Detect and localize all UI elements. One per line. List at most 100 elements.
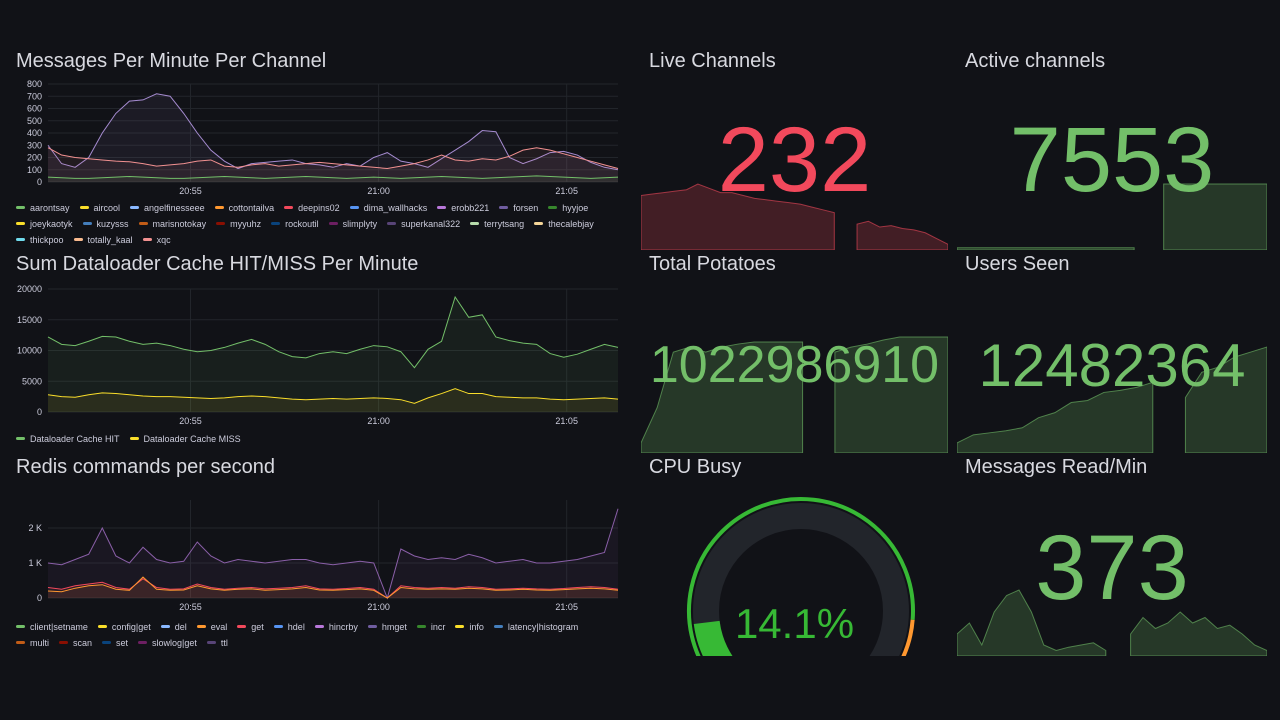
legend-item[interactable]: angelfinesseee (130, 202, 205, 213)
legend-swatch (271, 222, 281, 225)
legend-item[interactable]: hincrby (314, 621, 358, 632)
legend-item[interactable]: scan (59, 637, 92, 648)
series-area (48, 296, 618, 412)
y-tick-label: 5000 (22, 376, 42, 386)
x-tick-label: 21:05 (555, 416, 578, 426)
legend-item[interactable]: hdel (273, 621, 305, 632)
y-tick-label: 0 (37, 177, 42, 187)
legend-item[interactable]: eval (196, 621, 227, 632)
active-channels-panel: Active channels 7553 (957, 50, 1267, 250)
cpu-gauge (687, 497, 915, 656)
legend-swatch (73, 238, 83, 241)
legend-label: hmget (381, 621, 407, 632)
chart-legend: aarontsay aircool angelfinesseee cottontail… (16, 202, 616, 245)
legend-item[interactable]: dima_wallhacks (349, 202, 428, 213)
y-tick-label: 1 K (28, 558, 42, 568)
legend-item[interactable]: slimplyty (328, 218, 377, 229)
legend-swatch (273, 625, 283, 628)
sparkline-area (1184, 346, 1267, 453)
stat-value: 12482364 (978, 332, 1246, 399)
legend-item[interactable]: client|setname (16, 621, 88, 632)
cpu-busy-panel: CPU Busy 14.1% (641, 456, 948, 656)
legend-item[interactable]: xqc (142, 234, 171, 245)
legend-item[interactable]: thecalebjay (534, 218, 594, 229)
legend-label: totally_kaal (87, 234, 133, 245)
y-tick-label: 800 (27, 80, 42, 89)
legend-item[interactable]: info (455, 621, 484, 632)
legend-label: dima_wallhacks (363, 202, 428, 213)
x-tick-label: 20:55 (179, 186, 202, 196)
sparkline (641, 336, 948, 453)
legend-item[interactable]: totally_kaal (73, 234, 133, 245)
redis-panel: Redis commands per second 2 K 1 K 0 20:55 21… (8, 456, 633, 656)
legend-label: hyyjoe (562, 202, 589, 213)
gauge-track (693, 503, 909, 656)
cache-chart[interactable]: 20000 15000 10000 5000 0 20:55 21:00 21:05 (8, 285, 633, 430)
y-tick-label: 700 (27, 91, 42, 101)
legend-label: get (251, 621, 264, 632)
legend-item[interactable]: del (160, 621, 187, 632)
legend-label: terrytsang (484, 218, 525, 229)
legend-item[interactable]: forsen (499, 202, 538, 213)
legend-item[interactable]: hyyjoe (548, 202, 588, 213)
legend-item[interactable]: latency|histogram (493, 621, 578, 632)
legend-swatch (138, 641, 148, 644)
legend-swatch (16, 238, 25, 241)
legend-swatch (16, 206, 25, 209)
legend-item[interactable]: superkanal322 (387, 218, 460, 229)
legend-item[interactable]: config|get (97, 621, 151, 632)
legend-label: superkanal322 (401, 218, 461, 229)
legend-item[interactable]: incr (416, 621, 446, 632)
legend-label: kuzysss (96, 218, 129, 229)
sparkline-area (957, 589, 1107, 656)
legend-label: incr (430, 621, 446, 632)
sparkline (641, 183, 948, 250)
panel-title: Total Potatoes (649, 253, 776, 275)
messages-chart[interactable]: 800 700 600 500 400 300 200 100 0 20:55 21:00 21:05 (8, 80, 633, 200)
legend-item[interactable]: erobb221 (437, 202, 489, 213)
legend-item[interactable]: myyuhz (216, 218, 261, 229)
legend-item[interactable]: aircool (79, 202, 120, 213)
sparkline (957, 183, 1267, 250)
legend-item[interactable]: terrytsang (470, 218, 524, 229)
legend-item[interactable]: Dataloader Cache HIT (16, 433, 120, 444)
legend-item[interactable]: cottontailva (214, 202, 274, 213)
legend-item[interactable]: kuzysss (82, 218, 129, 229)
legend-item[interactable]: joeykaotyk (16, 218, 73, 229)
legend-item[interactable]: set (102, 637, 128, 648)
redis-chart[interactable]: 2 K 1 K 0 20:55 21:00 21:05 (8, 496, 633, 616)
legend-item[interactable]: marisnotokay (138, 218, 206, 229)
legend-swatch (387, 222, 397, 225)
panel-title: CPU Busy (649, 456, 742, 478)
series-line (47, 93, 619, 171)
legend-item[interactable]: slowlog|get (138, 637, 197, 648)
legend-item[interactable]: get (237, 621, 264, 632)
series-line (47, 388, 619, 404)
panel-title: Sum Dataloader Cache HIT/MISS Per Minute (16, 253, 419, 275)
legend-item[interactable]: hmget (367, 621, 407, 632)
legend-item[interactable]: ttl (206, 637, 228, 648)
legend-label: Dataloader Cache HIT (30, 433, 120, 444)
legend-item[interactable]: aarontsay (16, 202, 70, 213)
legend-swatch (206, 641, 216, 644)
legend-swatch (437, 206, 447, 209)
sparkline-area (957, 247, 1135, 250)
legend-label: Dataloader Cache MISS (143, 433, 241, 444)
sparkline-area (1130, 611, 1267, 656)
series-area (48, 578, 618, 598)
legend-label: erobb221 (451, 202, 490, 213)
x-tick-label: 21:05 (555, 602, 578, 612)
legend-label: xqc (156, 234, 171, 245)
legend-item[interactable]: rockoutil (271, 218, 319, 229)
legend-swatch (138, 222, 148, 225)
series-area (48, 577, 618, 598)
legend-item[interactable]: thickpoo (16, 234, 64, 245)
legend-item[interactable]: multi (16, 637, 49, 648)
legend-label: ttl (220, 637, 228, 648)
legend-swatch (97, 625, 107, 628)
legend-item[interactable]: deepins02 (284, 202, 340, 213)
legend-item[interactable]: Dataloader Cache MISS (129, 433, 241, 444)
y-tick-label: 10000 (17, 346, 42, 356)
sparkline-area (957, 381, 1154, 453)
x-tick-label: 21:00 (367, 602, 390, 612)
